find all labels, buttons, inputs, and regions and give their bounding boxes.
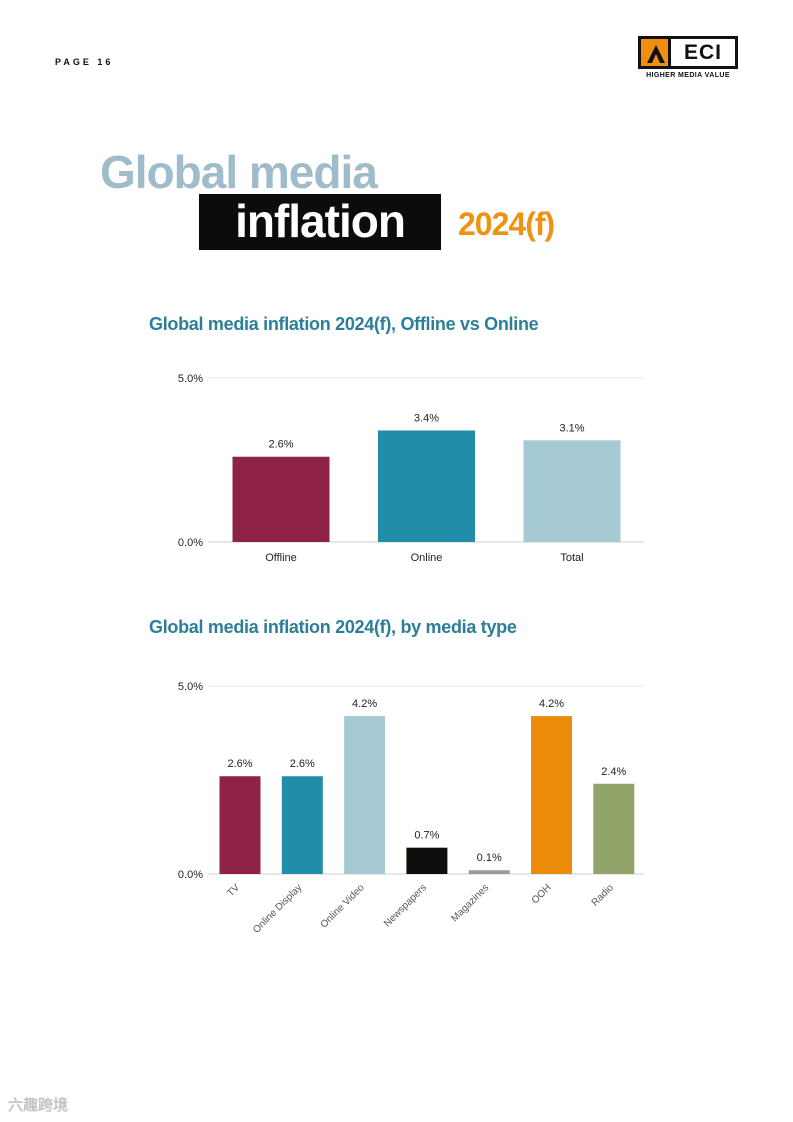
- x-tick-label: TV: [225, 882, 242, 899]
- data-label: 2.6%: [290, 758, 315, 770]
- x-tick-label: Offline: [265, 552, 297, 564]
- bar: [468, 870, 510, 874]
- bar: [378, 430, 475, 542]
- chart-1-title: Global media inflation 2024(f), Offline …: [149, 314, 539, 334]
- watermark: 六趣跨境: [8, 1097, 69, 1114]
- data-label: 4.2%: [539, 698, 564, 710]
- y-tick-label: 0.0%: [178, 537, 203, 549]
- chart-offline-vs-online: 0.0% 5.0% 2.6% Offline 3.4% Online 3.1% Total: [178, 373, 644, 564]
- bar: [406, 847, 448, 874]
- heading-year: 2024(f): [458, 206, 555, 242]
- heading-line-1: Global media: [100, 146, 378, 198]
- data-label: 2.6%: [227, 758, 252, 770]
- x-tick-label: Total: [560, 552, 583, 564]
- y-tick-label: 5.0%: [178, 681, 203, 693]
- bar: [281, 776, 323, 874]
- eci-logo-mark-icon: [641, 39, 671, 66]
- data-label: 3.1%: [559, 422, 584, 434]
- heading-line-2: inflation: [199, 194, 441, 250]
- page-number: PAGE 16: [55, 57, 114, 67]
- x-tick-label: Online: [411, 552, 443, 564]
- bar: [344, 716, 386, 874]
- x-tick-label: Online Display: [251, 882, 304, 935]
- eci-logo: ECI HIGHER MEDIA VALUE: [638, 36, 738, 79]
- data-label: 0.1%: [477, 852, 502, 864]
- bar: [232, 456, 330, 542]
- x-tick-label: Magazines: [449, 882, 491, 924]
- chart-by-media-type: 0.0% 5.0% 2.6% TV 2.6% Online Display 4.2% Onli…: [178, 681, 644, 936]
- bar: [219, 776, 261, 874]
- bar: [523, 440, 621, 542]
- logo-tagline: HIGHER MEDIA VALUE: [646, 72, 730, 79]
- x-tick-label: OOH: [530, 882, 554, 906]
- x-tick-label: Online Video: [319, 882, 367, 930]
- y-tick-label: 5.0%: [178, 373, 203, 385]
- x-tick-label: Newspapers: [382, 882, 429, 929]
- chart-2-title: Global media inflation 2024(f), by media…: [149, 617, 517, 637]
- data-label: 2.4%: [601, 766, 626, 778]
- data-label: 2.6%: [268, 439, 293, 451]
- bar: [531, 716, 572, 874]
- bar: [593, 783, 635, 874]
- data-label: 0.7%: [414, 830, 439, 842]
- data-label: 3.4%: [414, 412, 439, 424]
- data-label: 4.2%: [352, 698, 377, 710]
- x-tick-label: Radio: [590, 882, 617, 909]
- logo-wordmark: ECI: [683, 40, 722, 64]
- y-tick-label: 0.0%: [178, 869, 203, 881]
